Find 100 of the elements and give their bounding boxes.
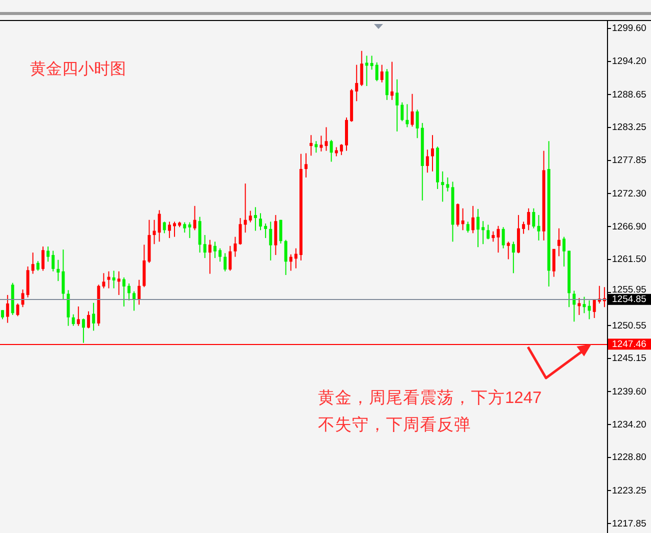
y-tick-label: 1272.30 [612, 188, 646, 200]
candlestick [238, 218, 242, 246]
candlestick [168, 221, 171, 239]
candlestick [138, 279, 141, 306]
candlestick [320, 135, 323, 152]
candlestick [188, 222, 192, 239]
candlestick [512, 241, 515, 274]
y-tick-label: 1234.20 [612, 419, 646, 430]
candlestick [203, 234, 206, 259]
y-tick-label: 1250.55 [612, 320, 646, 332]
y-tick-label: 1283.25 [612, 122, 646, 134]
candlestick [193, 205, 196, 231]
candlestick [102, 272, 106, 289]
candlestick [390, 61, 394, 100]
candlestick [441, 170, 444, 202]
candlestick [1, 310, 4, 320]
candlestick [360, 50, 364, 87]
candlestick [21, 289, 24, 308]
y-tick-label: 1223.25 [612, 486, 646, 497]
candlestick [304, 152, 308, 178]
y-tick-label: 1261.50 [612, 254, 646, 265]
candlestick [234, 236, 237, 258]
candlestick [173, 221, 176, 238]
candlestick [132, 290, 136, 312]
candlestick [36, 260, 40, 272]
candlestick [127, 282, 130, 301]
y-tick-label: 1239.60 [612, 386, 646, 398]
candlestick [259, 212, 262, 231]
candlestick [527, 208, 530, 231]
candlestick [557, 228, 560, 257]
candlestick [375, 62, 378, 82]
candlestick [461, 208, 464, 231]
candlestick [314, 140, 318, 154]
candlestick [248, 210, 252, 223]
candlestick [82, 318, 85, 344]
candlestick [244, 183, 247, 234]
y-tick-label: 1294.20 [612, 56, 646, 67]
candlestick [284, 239, 288, 276]
candlestick [482, 220, 485, 245]
candlestick [562, 236, 566, 268]
text: 黄金四小时图 [30, 60, 126, 78]
candlestick [294, 248, 298, 269]
candlestick [62, 249, 65, 300]
candlestick [492, 230, 495, 242]
candlestick [552, 248, 556, 278]
candlestick [56, 259, 60, 282]
candlestick [117, 270, 120, 296]
candlestick [6, 294, 10, 324]
candlestick [72, 314, 75, 326]
candlestick [264, 223, 268, 239]
candlestick [324, 126, 328, 152]
candlestick [310, 134, 313, 156]
y-tick-label: 1288.65 [612, 90, 646, 101]
candlestick [355, 64, 358, 102]
candlestick [582, 296, 586, 314]
candlestick [112, 270, 116, 289]
candlestick [502, 226, 505, 249]
candlestick [365, 55, 368, 87]
candlestick [46, 246, 50, 262]
candlestick [486, 224, 490, 240]
candlestick [198, 216, 202, 254]
y-tick-label: 1228.80 [612, 452, 646, 464]
candlestick [87, 310, 90, 329]
candlestick [208, 239, 212, 274]
candlestick [16, 302, 20, 317]
candlestick [41, 246, 44, 272]
candlestick [522, 221, 526, 234]
candlestick [496, 225, 500, 254]
candlestick [426, 149, 429, 174]
y-tick-label: 1266.90 [612, 221, 646, 232]
candlestick [471, 205, 474, 234]
candlestick [416, 109, 419, 139]
candlestick [228, 245, 232, 272]
candlestick [532, 208, 536, 229]
candlestick [506, 241, 510, 260]
y-tick-label: 1277.85 [612, 154, 646, 166]
candlestick [66, 290, 70, 326]
candlestick [334, 146, 338, 157]
candlestick [400, 102, 404, 122]
y-tick-label: 1245.15 [612, 352, 646, 364]
candlestick [122, 276, 126, 307]
candlestick [330, 139, 333, 162]
candlestick [406, 104, 409, 128]
candlestick [162, 221, 166, 234]
candlestick [152, 219, 156, 245]
candlestick [592, 298, 596, 318]
candlestick [476, 208, 480, 248]
candlestick [107, 270, 110, 289]
y-tick-label: 1299.60 [612, 23, 646, 34]
candlestick [396, 78, 399, 132]
candlestick [466, 221, 470, 234]
candlestick [380, 64, 384, 83]
candlestick [218, 248, 222, 262]
candlestick [213, 241, 216, 259]
candlestick [31, 252, 34, 274]
candlestick [224, 252, 227, 272]
candlestick [430, 134, 434, 172]
candlestick [537, 214, 540, 241]
candlestick [183, 222, 186, 234]
annotation: 黄金，周尾看震荡，下方1247 不失守，下周看反弹 [318, 388, 542, 434]
